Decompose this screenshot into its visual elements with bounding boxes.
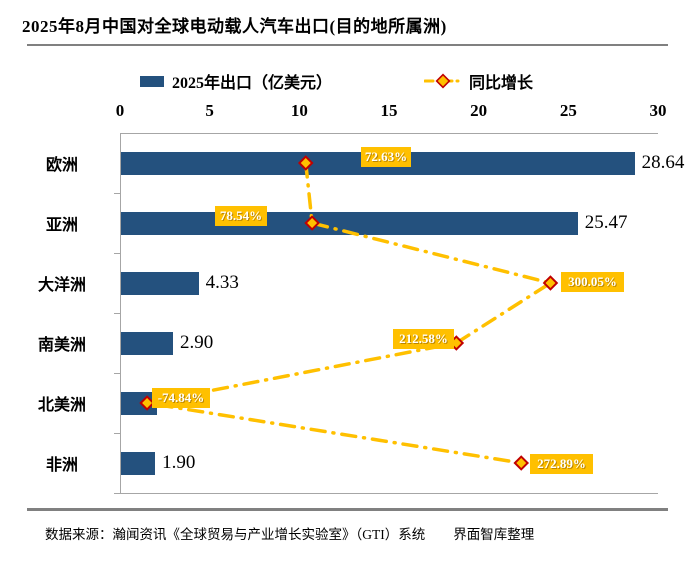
growth-diamond-icon: [542, 275, 559, 291]
growth-line: [146, 161, 555, 465]
x-axis-tick-label: 5: [205, 101, 214, 120]
category-tick: [114, 253, 120, 254]
growth-diamond-icon: [513, 455, 530, 471]
bar-legend-label: 2025年出口（亿美元）: [172, 75, 333, 92]
category-label: 南美洲: [37, 337, 86, 354]
title-separator: [27, 44, 668, 46]
growth-line-legend-icon: [424, 73, 462, 89]
growth-value-label: 300.05%: [561, 272, 624, 292]
bar-value-label: 4.33: [205, 272, 239, 293]
x-axis-tick-label: 15: [380, 101, 398, 120]
export-bar: [121, 331, 173, 355]
x-axis-line-bottom: [114, 493, 658, 494]
category-tick: [114, 193, 120, 194]
chart-title: 2025年8月中国对全球电动载人汽车出口(目的地所属洲): [22, 17, 447, 36]
x-axis-tick-label: 0: [115, 101, 125, 120]
bar-value-label: 25.47: [584, 212, 628, 233]
y-axis-line: [120, 133, 121, 493]
footer-credit: 界面智库整理: [453, 527, 535, 542]
category-label: 非洲: [45, 457, 78, 474]
category-label: 欧洲: [45, 157, 78, 174]
plot-area: 0 5 10 15 20 25 30 欧洲 28.64 亚洲 25.47 大洋洲 4.33 南美洲 2.90…: [0, 95, 700, 500]
footer-separator: [27, 508, 668, 511]
bar-legend-swatch-icon: [140, 75, 164, 87]
bar-value-label: 1.90: [162, 452, 196, 473]
growth-legend-label: 同比增长: [469, 75, 534, 92]
growth-value-label: 272.89%: [530, 454, 593, 474]
bar-value-label: 28.64: [641, 152, 685, 173]
growth-value-label: 212.58%: [393, 329, 454, 349]
legend: 2025年出口（亿美元） 同比增长: [0, 68, 700, 94]
x-axis-tick-label: 30: [649, 101, 667, 120]
category-tick: [114, 373, 120, 374]
x-axis-tick-label: 25: [559, 101, 577, 120]
x-axis-line-top: [120, 133, 658, 134]
footer-source: 数据来源：瀚闻资讯《全球贸易与产业增长实验室》（GTI）系统: [45, 527, 426, 542]
legend-item-growth: 同比增长: [424, 68, 533, 94]
category-tick: [114, 433, 120, 434]
x-axis-tick-label: 20: [470, 101, 488, 120]
export-bar: [121, 211, 578, 235]
export-bar: [121, 271, 199, 295]
footer: 数据来源：瀚闻资讯《全球贸易与产业增长实验室》（GTI）系统 界面智库整理: [45, 523, 534, 543]
category-tick: [114, 313, 120, 314]
legend-item-exports: 2025年出口（亿美元）: [140, 68, 332, 94]
bar-value-label: 2.90: [180, 332, 214, 353]
growth-value-label: 78.54%: [215, 206, 267, 226]
growth-value-label: -74.84%: [152, 388, 210, 408]
category-label: 北美洲: [37, 397, 86, 414]
export-bar: [121, 451, 156, 475]
x-axis-tick-label: 10: [290, 101, 308, 120]
category-label: 大洋洲: [37, 277, 86, 294]
growth-value-label: 72.63%: [361, 147, 411, 167]
x-axis-zero-tick: [120, 133, 121, 141]
category-label: 亚洲: [45, 217, 78, 234]
